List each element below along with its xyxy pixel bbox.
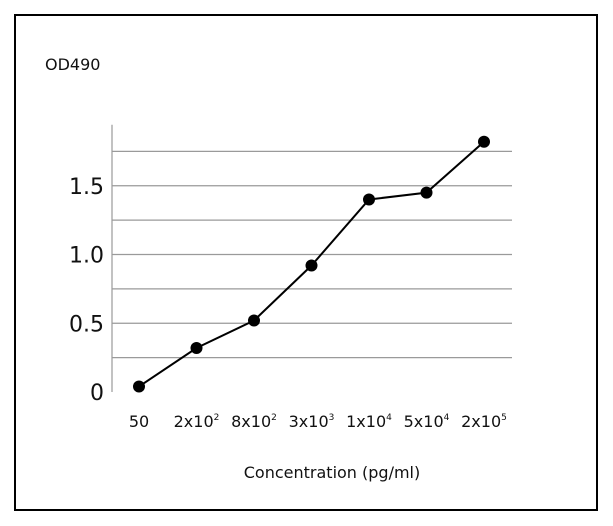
data-point	[478, 135, 490, 148]
y-tick-label: 0.5	[69, 312, 104, 337]
x-tick-label: 3x103	[289, 412, 335, 431]
y-axis-title: OD490	[45, 55, 100, 74]
data-point	[305, 259, 318, 272]
x-tick-label: 1x104	[346, 412, 392, 431]
gridlines	[112, 150, 512, 359]
x-tick-label: 5x104	[404, 412, 450, 431]
data-point	[363, 193, 375, 206]
y-tick-label: 0	[90, 381, 104, 406]
data-point	[190, 342, 203, 354]
series	[133, 135, 490, 393]
data-point	[133, 380, 145, 393]
y-tick-label: 1.0	[69, 244, 104, 269]
y-tick-labels: 0 0.5 1.0 1.5	[69, 175, 104, 406]
x-tick-labels: 50 2x102 8x102 3x103 1x104 5x104 2x105	[129, 412, 507, 431]
chart-frame	[14, 14, 598, 511]
data-point	[248, 314, 260, 327]
x-tick-label: 50	[129, 412, 149, 431]
x-tick-label: 2x105	[461, 412, 507, 431]
x-tick-label: 2x102	[174, 412, 220, 431]
x-tick-label: 8x102	[231, 412, 277, 431]
x-axis-title: Concentration (pg/ml)	[244, 463, 421, 482]
y-tick-label: 1.5	[69, 175, 104, 200]
data-point	[420, 186, 433, 199]
